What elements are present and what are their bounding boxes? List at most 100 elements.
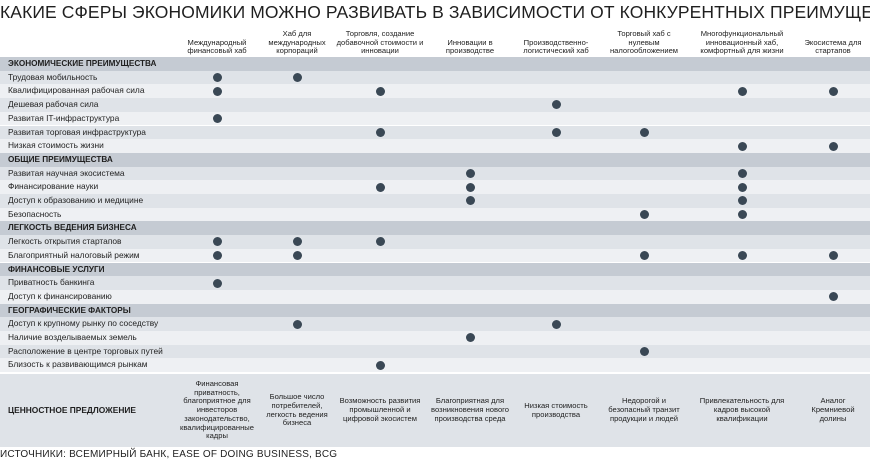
marker-dot	[375, 86, 385, 96]
row-label: Доступ к крупному рынку по соседству	[8, 318, 159, 329]
row-label: Низкая стоимость жизни	[8, 140, 104, 151]
table-row: Финансирование науки	[0, 180, 870, 194]
table-row: Легкость открытия стартапов	[0, 235, 870, 249]
marker-dot	[292, 73, 302, 83]
section-header-row: Географические факторы	[0, 303, 870, 318]
page-title: Какие сферы экономики можно развивать в …	[0, 2, 870, 22]
column-header: Торговля, создание добавочной стоимости …	[336, 29, 424, 56]
section-header-row: Экономические преимущества	[0, 57, 870, 71]
table-row: Квалифицированная рабочая сила	[0, 84, 870, 99]
marker-dot	[465, 182, 475, 192]
marker-dot	[639, 347, 649, 357]
marker-dot	[212, 86, 222, 96]
table-row: Дешевая рабочая сила	[0, 98, 870, 112]
row-label: Трудовая мобильность	[8, 71, 98, 82]
marker-dot	[551, 127, 561, 137]
table-row: Благоприятный налоговый режим	[0, 248, 870, 263]
table-row: Низкая стоимость жизни	[0, 139, 870, 153]
row-label: Благоприятный налоговый режим	[8, 249, 140, 260]
column-header: Производственно-логистический хаб	[523, 37, 589, 56]
comparison-table: Международный финансовый хаб Хаб для межд…	[0, 27, 870, 447]
value-proposition-cell: Благоприятная для возникновения нового п…	[431, 396, 509, 423]
section-title: Общие преимущества	[8, 154, 113, 164]
row-label: Наличие возделываемых земель	[8, 332, 137, 342]
value-proposition-row: Ценностное предложение Финансовая приват…	[0, 374, 870, 447]
marker-dot	[212, 73, 222, 83]
row-label: Расположение в центре торговых путей	[8, 345, 163, 356]
row-label: Доступ к финансированию	[8, 290, 112, 301]
row-label: Безопасность	[8, 208, 62, 219]
row-label: Близость к развивающимся рынкам	[8, 359, 148, 370]
column-header: Торговый хаб с нулевым налогообложением	[609, 29, 679, 56]
row-label: Приватность банкинга	[8, 277, 95, 288]
marker-dot	[292, 319, 302, 329]
marker-dot	[212, 237, 222, 247]
marker-dot	[375, 360, 385, 370]
table-row: Безопасность	[0, 207, 870, 222]
value-proposition-cell: Финансовая приватность, благоприятное дл…	[180, 378, 254, 441]
value-proposition-cell: Аналог Кремниевой долины	[811, 396, 855, 423]
value-proposition-cell: Недорогой и безопасный транзит продукции…	[608, 396, 680, 423]
section-header-row: Финансовые услуги	[0, 262, 870, 277]
row-label: Развитая IT-инфраструктура	[8, 112, 120, 123]
row-label: Финансирование науки	[8, 181, 99, 192]
row-label: Квалифицированная рабочая сила	[8, 85, 145, 96]
column-header: Инновации в производстве	[445, 37, 495, 56]
value-proposition-label: Ценностное предложение	[8, 405, 136, 415]
marker-dot	[212, 114, 222, 124]
section-title: Экономические преимущества	[8, 59, 157, 68]
table-row: Приватность банкинга	[0, 276, 870, 290]
column-header: Многофункциональный инновационный хаб, к…	[700, 29, 784, 56]
source-note: Источники: Всемирный банк, Ease of Doing…	[0, 449, 338, 460]
value-proposition-cell: Возможность развития промышленной и цифр…	[339, 396, 421, 423]
marker-dot	[737, 86, 747, 96]
table-row: Доступ к образованию и медицине	[0, 194, 870, 208]
table-row: Наличие возделываемых земель	[0, 331, 870, 345]
marker-dot	[639, 127, 649, 137]
value-proposition-cell: Большое число потребителей, легкость вед…	[266, 391, 328, 428]
marker-dot	[828, 251, 838, 261]
section-header-row: Легкость ведения бизнеса	[0, 221, 870, 236]
table-row: Доступ к крупному рынку по соседству	[0, 317, 870, 331]
table-row: Доступ к финансированию	[0, 289, 870, 304]
row-label: Доступ к образованию и медицине	[8, 195, 144, 205]
marker-dot	[639, 210, 649, 220]
table-row: Расположение в центре торговых путей	[0, 344, 870, 359]
marker-dot	[828, 141, 838, 151]
marker-dot	[737, 251, 747, 261]
marker-dot	[737, 210, 747, 220]
marker-dot	[828, 86, 838, 96]
marker-dot	[639, 251, 649, 261]
marker-dot	[551, 319, 561, 329]
marker-dot	[828, 292, 838, 302]
table-row: Развитая научная экосистема	[0, 166, 870, 181]
marker-dot	[737, 182, 747, 192]
marker-dot	[292, 251, 302, 261]
row-label: Развитая торговая инфраструктура	[8, 126, 146, 137]
table-row: Развитая торговая инфраструктура	[0, 125, 870, 140]
marker-dot	[212, 278, 222, 288]
marker-dot	[465, 333, 475, 343]
marker-dot	[737, 141, 747, 151]
section-title: Географические факторы	[8, 305, 131, 315]
value-proposition-cell: Привлекательность для кадров высокой ква…	[699, 396, 785, 423]
marker-dot	[465, 196, 475, 206]
marker-dot	[375, 127, 385, 137]
marker-dot	[551, 100, 561, 110]
marker-dot	[375, 182, 385, 192]
section-title: Финансовые услуги	[8, 264, 105, 274]
column-header: Экосистема для стартапов	[804, 37, 862, 56]
marker-dot	[737, 168, 747, 178]
column-header: Хаб для международных корпораций	[268, 29, 326, 56]
table-row: Трудовая мобильность	[0, 70, 870, 85]
marker-dot	[465, 168, 475, 178]
table-row: Развитая IT-инфраструктура	[0, 111, 870, 126]
row-label: Дешевая рабочая сила	[8, 99, 99, 110]
marker-dot	[737, 196, 747, 206]
column-header: Международный финансовый хаб	[187, 37, 247, 56]
marker-dot	[212, 251, 222, 261]
marker-dot	[375, 237, 385, 247]
section-title: Легкость ведения бизнеса	[8, 223, 137, 233]
table-row: Близость к развивающимся рынкам	[0, 358, 870, 373]
marker-dot	[292, 237, 302, 247]
